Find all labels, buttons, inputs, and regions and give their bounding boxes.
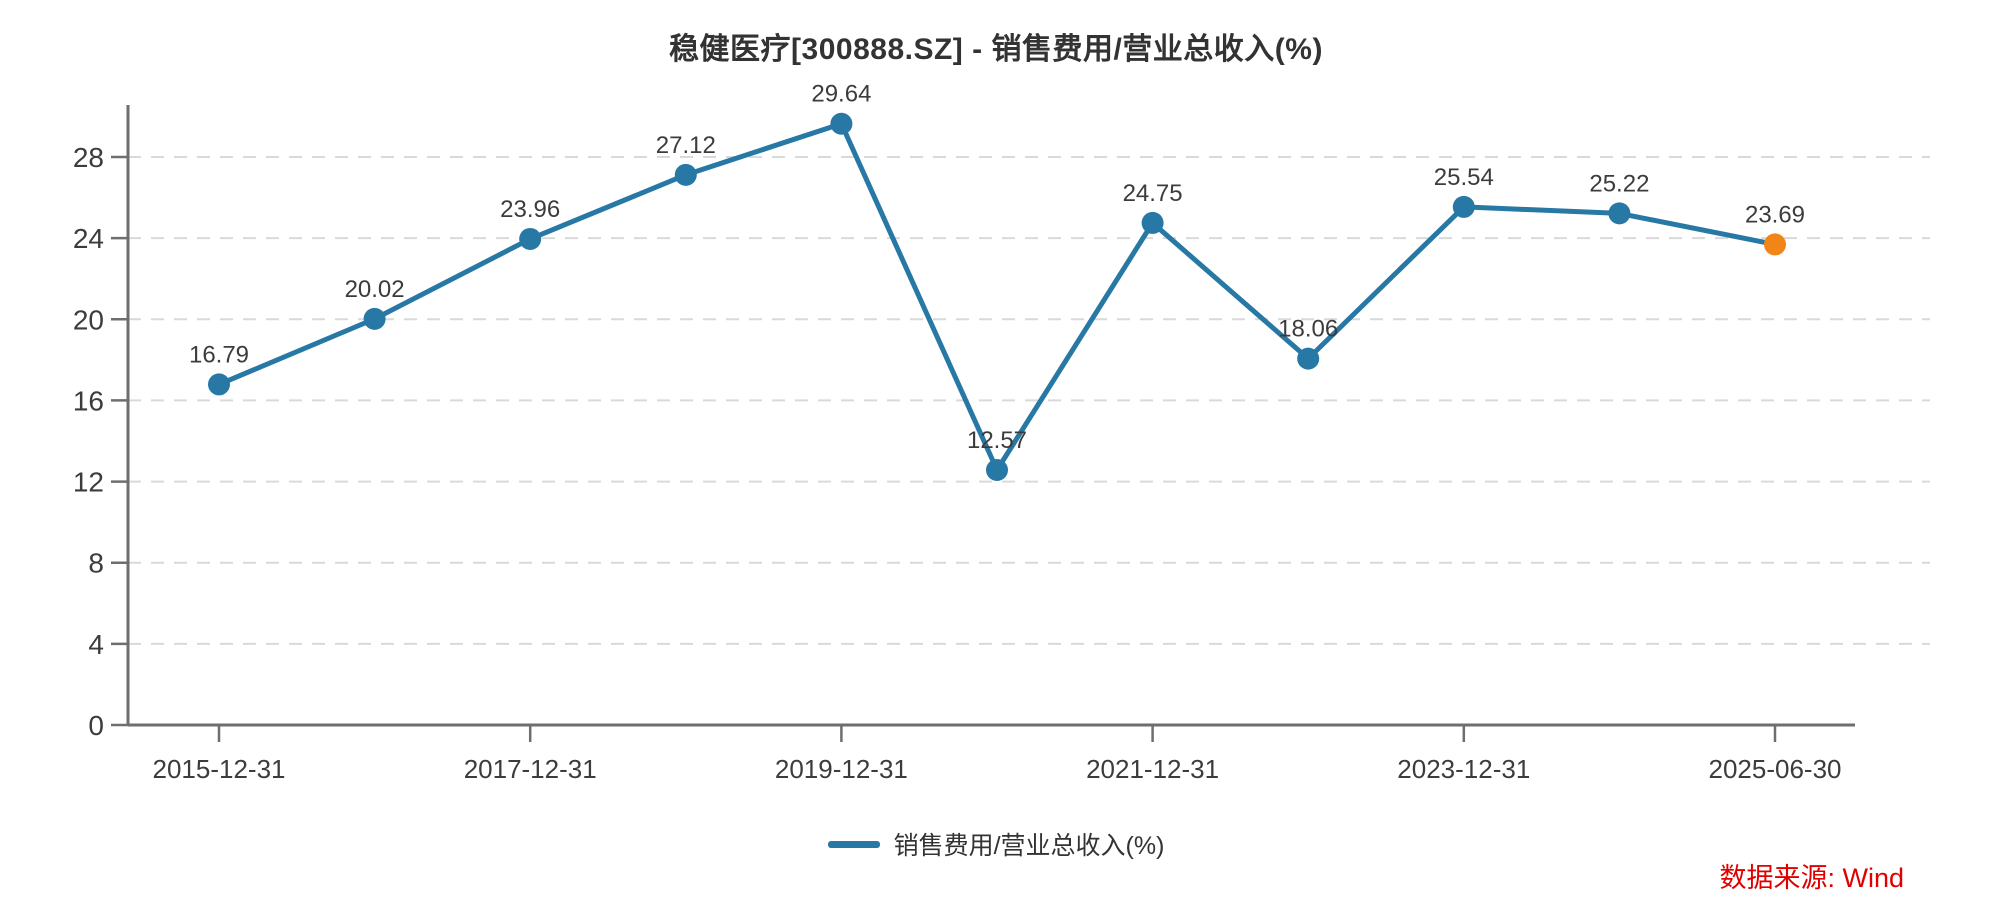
x-tick-label-2023-12-31: 2023-12-31: [1397, 754, 1530, 784]
y-tick-label-28: 28: [73, 142, 104, 173]
data-point-2022-12-31: [1297, 347, 1320, 370]
data-label-2017-12-31: 23.96: [500, 196, 560, 223]
data-point-2017-12-31: [519, 227, 542, 250]
y-tick-label-20: 20: [73, 304, 104, 335]
x-tick-label-2021-12-31: 2021-12-31: [1086, 754, 1219, 784]
y-tick-label-12: 12: [73, 467, 104, 498]
data-point-last: [1764, 233, 1786, 256]
data-point-2019-12-31: [830, 112, 853, 135]
data-point-2021-12-31: [1141, 211, 1164, 234]
legend-line-swatch: [827, 840, 880, 848]
chart-title: 稳健医疗[300888.SZ] - 销售费用/营业总收入(%): [669, 33, 1323, 66]
data-label-2025-06-30: 23.69: [1745, 201, 1805, 228]
data-label-2019-12-31: 29.64: [811, 81, 871, 108]
data-label-2020-12-31: 12.57: [967, 427, 1027, 454]
x-tick-label-2019-12-31: 2019-12-31: [775, 754, 908, 784]
y-tick-label-24: 24: [73, 223, 104, 254]
x-tick-label-2025-06-30: 2025-06-30: [1709, 754, 1842, 784]
data-point-2023-12-31: [1452, 195, 1475, 218]
data-point-2020-12-31: [986, 459, 1008, 482]
series-line: [216, 121, 1778, 473]
data-label-2016-12-31: 20.02: [345, 276, 405, 303]
legend: 销售费用/营业总收入(%): [0, 826, 1992, 862]
legend-label: 销售费用/营业总收入(%): [893, 832, 1165, 860]
y-tick-label-4: 4: [88, 629, 104, 660]
x-tick-label-2017-12-31: 2017-12-31: [464, 754, 597, 784]
data-label-2022-12-31: 18.06: [1278, 316, 1338, 343]
y-tick-label-8: 8: [88, 548, 104, 579]
x-tick-label-2015-12-31: 2015-12-31: [153, 754, 286, 784]
data-point-2024-12-31: [1608, 202, 1631, 225]
data-label-2024-12-31: 25.22: [1589, 170, 1649, 197]
data-label-2023-12-31: 25.54: [1434, 164, 1494, 191]
data-source-text: 数据来源: Wind: [1719, 863, 1904, 893]
data-label-2015-12-31: 16.79: [189, 341, 249, 368]
data-point-2016-12-31: [363, 307, 386, 330]
y-tick-label-0: 0: [88, 710, 104, 741]
data-point-2018-12-31: [674, 163, 697, 186]
data-label-2018-12-31: 27.12: [656, 132, 716, 159]
data-label-2021-12-31: 24.75: [1123, 180, 1183, 207]
y-tick-label-16: 16: [73, 385, 104, 416]
data-point-2015-12-31: [208, 373, 230, 396]
